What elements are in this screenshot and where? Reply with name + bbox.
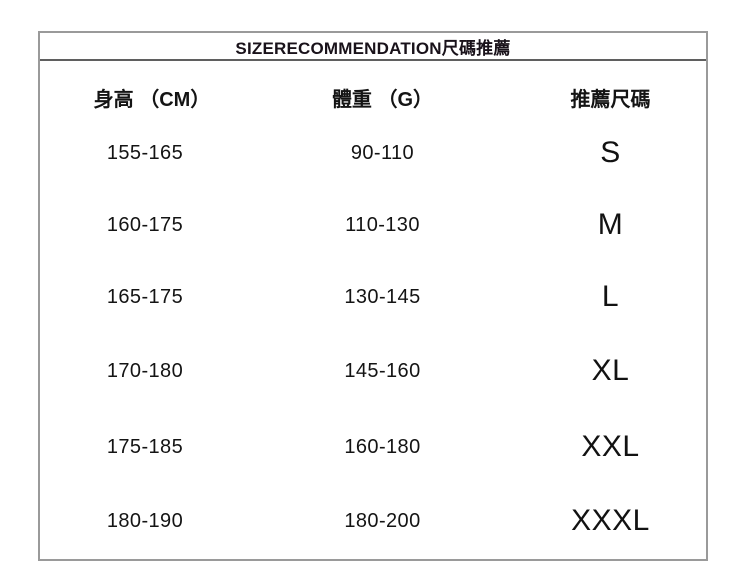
table-row: 180-190 180-200 XXXL [40,501,706,541]
size-recommendation-chart: SIZERECOMMENDATION尺碼推薦 身高 （CM） 體重 （G） 推薦… [38,31,708,561]
cell-weight-range: 130-145 [344,285,421,308]
cell-height-range: 160-175 [106,213,184,236]
cell-weight-range: 145-160 [344,359,421,382]
cell-size-label: S [600,136,621,169]
cell-size-label: M [597,208,624,241]
column-header-weight: 體重 （G） [331,88,434,111]
cell-height-range: 180-190 [106,509,184,532]
table-row: 160-175 110-130 M [40,205,706,245]
column-header-height: 身高 （CM） [93,88,211,111]
cell-weight-range: 110-130 [345,213,420,236]
cell-size-label: L [601,280,620,313]
table-row: 165-175 130-145 L [40,277,706,317]
cell-height-range: 170-180 [106,359,184,382]
cell-size-label: XL [591,354,630,387]
cell-size-label: XXL [581,430,640,463]
table-row: 170-180 145-160 XL [40,351,706,391]
cell-weight-range: 90-110 [350,141,415,164]
column-header-recommended-size: 推薦尺碼 [570,88,651,111]
chart-title: SIZERECOMMENDATION尺碼推薦 [40,33,706,61]
cell-size-label: XXXL [571,504,650,537]
cell-height-range: 175-185 [106,435,184,458]
table-row: 155-165 90-110 S [40,133,706,173]
table-header-row: 身高 （CM） 體重 （G） 推薦尺碼 [40,77,706,117]
cell-weight-range: 180-200 [344,509,421,532]
cell-height-range: 165-175 [106,285,184,308]
cell-height-range: 155-165 [106,141,184,164]
size-table: 身高 （CM） 體重 （G） 推薦尺碼 155-165 90-110 S 160… [40,61,706,559]
cell-weight-range: 160-180 [344,435,421,458]
table-row: 175-185 160-180 XXL [40,427,706,467]
